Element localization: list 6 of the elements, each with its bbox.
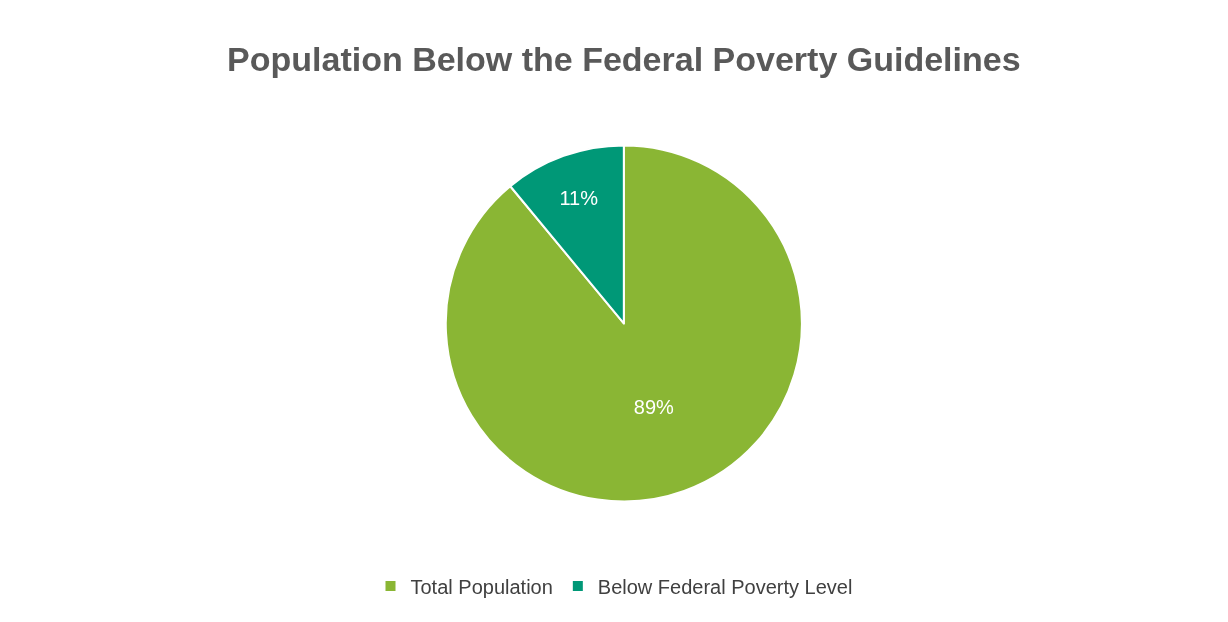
legend-label: Below Federal Poverty Level [597,575,853,598]
chart-title: Population Below the Federal Poverty Guidelines [227,39,1021,78]
data-label: 89% [633,396,675,419]
data-label: 11% [559,187,599,210]
pie-slice [444,144,803,503]
legend-label: Total Population [410,575,553,598]
